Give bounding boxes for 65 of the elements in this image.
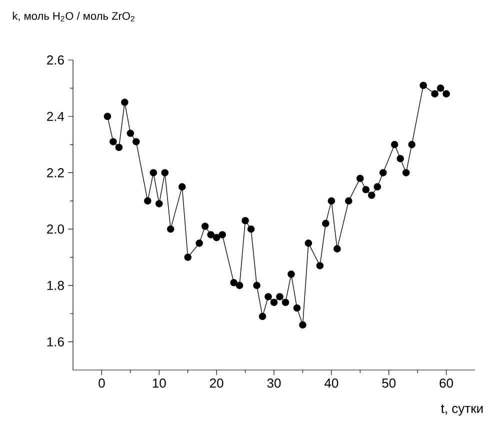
point (236, 282, 244, 290)
x-tick-label: 0 (98, 378, 105, 388)
point (247, 225, 255, 233)
y-tick-label: 1.6 (47, 337, 64, 346)
point (230, 278, 238, 286)
point (144, 197, 152, 205)
point (379, 169, 387, 176)
point (345, 197, 352, 205)
point (402, 169, 410, 176)
point (396, 154, 404, 162)
point (374, 183, 382, 190)
point (178, 183, 186, 190)
point (270, 298, 278, 306)
point (442, 90, 450, 98)
point (132, 138, 140, 146)
point (264, 293, 272, 300)
point (258, 312, 266, 320)
x-tick-label: 20 (210, 378, 224, 388)
point (276, 293, 284, 300)
point (282, 298, 290, 306)
x-axis-title: t, сутки (441, 404, 483, 416)
point (155, 200, 163, 208)
point (104, 112, 112, 120)
point (368, 192, 376, 199)
point (242, 216, 249, 224)
y-tick-label: 2.0 (47, 224, 64, 234)
x-tick-label: 10 (152, 378, 166, 388)
x-tick-label: 40 (324, 378, 338, 388)
point (207, 231, 214, 238)
point (408, 140, 416, 148)
point (126, 130, 134, 137)
point (362, 186, 370, 194)
point (328, 197, 336, 205)
point (322, 220, 330, 228)
point (218, 231, 226, 238)
point (253, 282, 260, 290)
y-axis-title: k, моль H$_{2}$O / моль ZrO$_{2}$ (12, 12, 134, 22)
y-tick-label: 2.4 (47, 112, 64, 121)
x-tick-label: 50 (382, 378, 396, 388)
point (196, 240, 203, 247)
point (293, 304, 301, 312)
y-tick-label: 2.2 (47, 168, 64, 178)
point (115, 144, 123, 152)
point (436, 84, 444, 92)
point (299, 321, 306, 329)
x-tick-label: 30 (267, 378, 281, 388)
point (166, 225, 174, 233)
x-tick-label: 60 (440, 378, 453, 388)
point (212, 234, 220, 242)
point (334, 245, 341, 252)
point (316, 262, 324, 270)
point (161, 169, 169, 176)
point (150, 169, 158, 176)
point (431, 90, 438, 98)
point (420, 82, 427, 90)
point (110, 138, 117, 146)
y-tick-label: 2.6 (47, 55, 64, 65)
point (356, 174, 364, 182)
y-tick-label: 1.8 (47, 280, 64, 290)
point (184, 254, 192, 261)
point (288, 270, 295, 278)
point (121, 98, 128, 106)
point (390, 140, 398, 148)
point (201, 222, 209, 230)
point (304, 240, 312, 247)
